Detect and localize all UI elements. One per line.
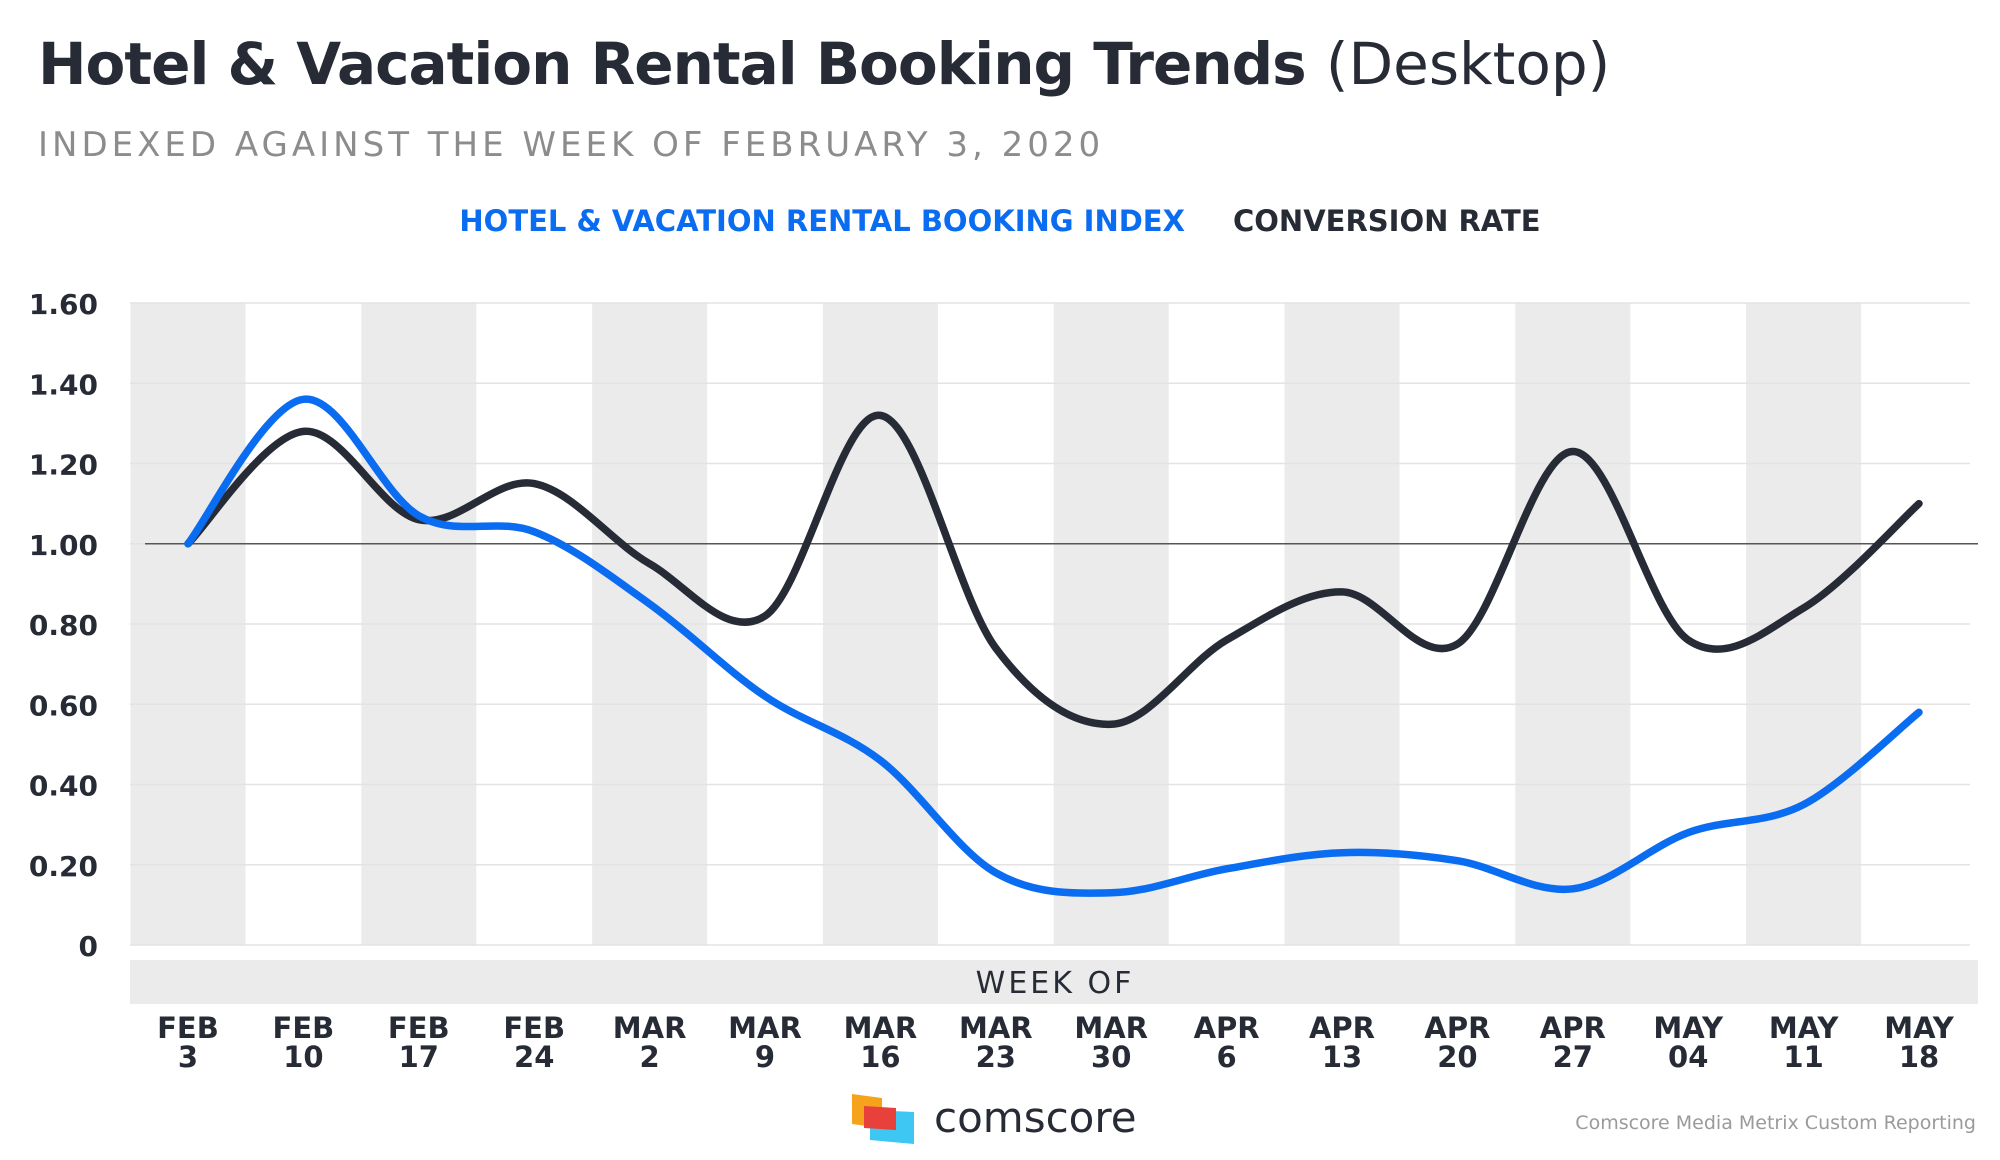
x-tick-month: MAY	[1884, 1011, 1955, 1045]
x-tick-day: 9	[755, 1040, 775, 1074]
x-tick-month: APR	[1540, 1011, 1606, 1045]
x-tick-month: MAY	[1653, 1011, 1724, 1045]
y-tick-label: 0.20	[29, 850, 98, 883]
y-tick-label: 1.40	[29, 368, 98, 401]
legend-booking-index: HOTEL & VACATION RENTAL BOOKING INDEX	[459, 204, 1185, 238]
x-tick-month: FEB	[388, 1011, 450, 1045]
source-note: Comscore Media Metrix Custom Reporting	[1575, 1112, 1976, 1134]
y-tick-label: 0	[79, 930, 98, 963]
x-tick-day: 10	[283, 1040, 323, 1074]
series-line-conversion-rate	[184, 411, 1923, 729]
chart-title: Hotel & Vacation Rental Booking Trends (…	[38, 22, 1610, 106]
x-tick-day: 11	[1783, 1040, 1823, 1074]
x-tick-month: MAR	[728, 1011, 802, 1045]
y-tick-label: 1.60	[29, 288, 98, 321]
x-axis: FEB3FEB10FEB17FEB24MAR2MAR9MAR16MAR23MAR…	[157, 1011, 1955, 1074]
x-tick-day: 20	[1437, 1040, 1477, 1074]
x-tick-month: MAY	[1769, 1011, 1840, 1045]
y-tick-label: 0.40	[29, 770, 98, 803]
x-axis-strip: WEEK OF	[130, 960, 1978, 1004]
x-tick-month: FEB	[273, 1011, 335, 1045]
y-tick-label: 0.60	[29, 689, 98, 722]
x-tick-day: 6	[1217, 1040, 1237, 1074]
comscore-logo-icon	[852, 1094, 914, 1144]
x-tick-day: 30	[1091, 1040, 1131, 1074]
comscore-wordmark: comscore	[934, 1093, 1137, 1142]
x-tick-day: 24	[514, 1040, 554, 1074]
x-tick-day: 17	[399, 1040, 439, 1074]
x-tick-day: 23	[976, 1040, 1016, 1074]
y-tick-label: 1.20	[29, 449, 98, 482]
x-tick-month: MAR	[959, 1011, 1033, 1045]
y-axis: 1.60 1.40 1.20 1.00 0.80 0.60 0.40 0.20 0	[29, 288, 98, 963]
legend-conversion-rate: CONVERSION RATE	[1232, 204, 1541, 238]
x-tick-day: 2	[640, 1040, 660, 1074]
x-tick-day: 13	[1322, 1040, 1362, 1074]
x-tick-month: APR	[1194, 1011, 1260, 1045]
x-tick-day: 18	[1899, 1040, 1939, 1074]
x-tick-month: MAR	[1074, 1011, 1148, 1045]
y-tick-label: 1.00	[29, 529, 98, 562]
line-chart: 1.60 1.40 1.20 1.00 0.80 0.60 0.40 0.20 0 WEEK O…	[29, 288, 1978, 1074]
x-tick-day: 04	[1668, 1040, 1708, 1074]
y-tick-label: 0.80	[29, 609, 98, 642]
comscore-logo: comscore	[852, 1092, 1137, 1144]
x-tick-month: MAR	[613, 1011, 687, 1045]
chart-legend: HOTEL & VACATION RENTAL BOOKING INDEX CO…	[0, 198, 2000, 244]
chart-subtitle: INDEXED AGAINST THE WEEK OF FEBRUARY 3, …	[38, 125, 1105, 165]
chart-title-suffix: (Desktop)	[1325, 30, 1611, 98]
series-line-booking-index	[184, 395, 1923, 897]
x-tick-month: FEB	[157, 1011, 219, 1045]
x-axis-strip-bg	[130, 960, 1978, 1004]
x-tick-day: 27	[1553, 1040, 1593, 1074]
chart-title-main: Hotel & Vacation Rental Booking Trends	[38, 30, 1307, 98]
series-lines	[184, 395, 1923, 897]
x-axis-title: WEEK OF	[976, 966, 1135, 1001]
x-tick-day: 16	[860, 1040, 900, 1074]
x-tick-day: 3	[178, 1040, 198, 1074]
x-tick-month: APR	[1424, 1011, 1490, 1045]
x-tick-month: FEB	[503, 1011, 565, 1045]
x-tick-month: APR	[1309, 1011, 1375, 1045]
x-tick-month: MAR	[844, 1011, 918, 1045]
